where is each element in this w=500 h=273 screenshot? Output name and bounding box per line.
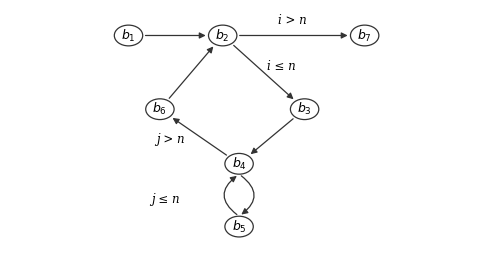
Text: $b_{3}$: $b_{3}$ bbox=[297, 101, 312, 117]
Ellipse shape bbox=[208, 25, 237, 46]
Text: i ≤ n: i ≤ n bbox=[267, 60, 296, 73]
Text: $b_{4}$: $b_{4}$ bbox=[232, 156, 246, 172]
Ellipse shape bbox=[146, 99, 174, 120]
Ellipse shape bbox=[225, 216, 254, 237]
Text: $b_{7}$: $b_{7}$ bbox=[358, 28, 372, 43]
Ellipse shape bbox=[350, 25, 379, 46]
Text: $b_{5}$: $b_{5}$ bbox=[232, 219, 246, 235]
Text: j ≤ n: j ≤ n bbox=[151, 193, 180, 206]
Ellipse shape bbox=[290, 99, 319, 120]
Ellipse shape bbox=[114, 25, 142, 46]
Text: $b_{6}$: $b_{6}$ bbox=[152, 101, 168, 117]
Ellipse shape bbox=[225, 153, 254, 174]
Text: i > n: i > n bbox=[278, 14, 306, 27]
Text: $b_{2}$: $b_{2}$ bbox=[216, 28, 230, 43]
Text: $b_{1}$: $b_{1}$ bbox=[121, 28, 136, 43]
Text: j > n: j > n bbox=[156, 133, 185, 146]
